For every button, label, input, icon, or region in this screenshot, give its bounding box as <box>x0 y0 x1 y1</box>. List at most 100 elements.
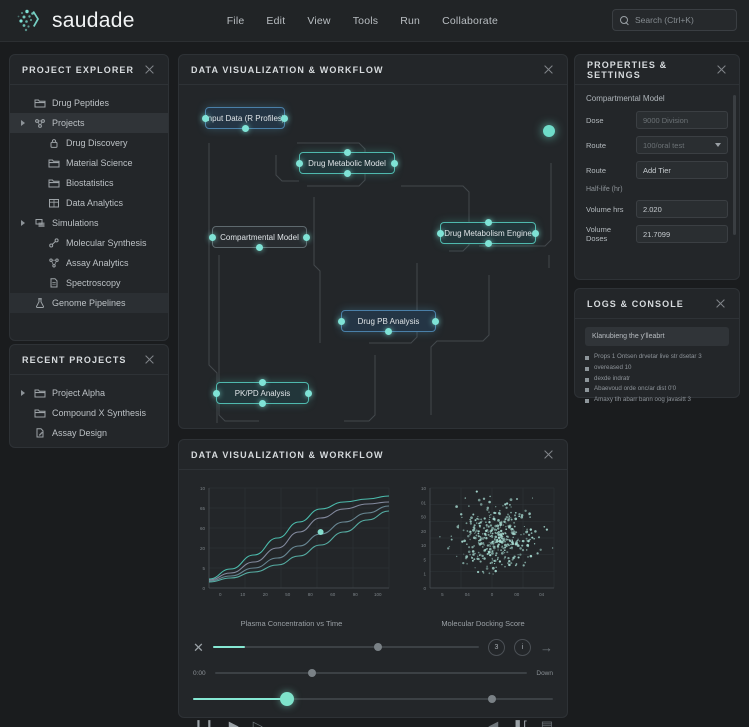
node-graph[interactable]: Input Data (R Profiles) Drug Metabolic Mo… <box>179 85 567 429</box>
property-input[interactable]: 2.020 <box>636 200 728 218</box>
progress-slider[interactable] <box>193 692 553 706</box>
node-port-left[interactable] <box>338 318 345 325</box>
layout-icon[interactable]: ▤ <box>540 717 553 727</box>
pause-icon[interactable]: ❙❙ <box>193 717 215 727</box>
property-input[interactable]: 9000 Division <box>636 111 728 129</box>
visualization-panel: DATA VISUALIZATION & WORKFLOW 0 5 20 60 65 10… <box>178 439 568 727</box>
explorer-tree-item[interactable]: Drug Peptides <box>10 93 168 113</box>
progress-row <box>193 686 553 712</box>
explorer-tree-item[interactable]: Assay Analytics <box>10 253 168 273</box>
x-axis-tick: 20 <box>263 592 269 597</box>
node-port-bottom[interactable] <box>484 240 492 247</box>
tree-item-label: Project Alpha <box>52 388 106 398</box>
prev-icon[interactable]: ◀ <box>488 717 499 727</box>
seek-slider[interactable] <box>214 669 528 677</box>
node-port-left[interactable] <box>213 390 220 397</box>
layers-icon <box>35 219 45 227</box>
search-input[interactable]: Search (Ctrl+K) <box>612 9 737 31</box>
workflow-node[interactable]: Drug Metabolism Engine <box>437 219 539 247</box>
node-port-right[interactable] <box>281 115 288 122</box>
play-outline-icon[interactable]: ▷ <box>252 717 263 727</box>
volume-knob[interactable] <box>373 643 382 651</box>
properties-header: PROPERTIES & SETTINGS <box>575 55 739 85</box>
workflow-node[interactable]: Drug PB Analysis <box>338 310 439 335</box>
menu-item-run[interactable]: Run <box>400 14 421 27</box>
node-port-left[interactable] <box>296 160 303 167</box>
workflow-node[interactable]: PK/PD Analysis <box>213 379 312 407</box>
node-port-bottom[interactable] <box>259 400 266 407</box>
property-label: Route <box>586 140 607 150</box>
node-port-right[interactable] <box>303 234 310 241</box>
arrow-right-icon[interactable]: → <box>540 639 553 655</box>
node-port-left[interactable] <box>209 234 216 241</box>
workflow-node[interactable]: Input Data (R Profiles) <box>202 107 288 132</box>
x-axis-tick: 100 <box>374 592 382 597</box>
expand-caret-icon[interactable] <box>20 119 28 127</box>
logs-body: Klanubieng the y'lleabrt Props 1 Ontsen … <box>575 319 739 415</box>
info-button[interactable]: i <box>514 638 531 656</box>
node-port-left[interactable] <box>437 230 444 237</box>
node-port-bottom[interactable] <box>343 170 351 177</box>
expand-caret-icon[interactable] <box>20 219 28 227</box>
recent-project-item[interactable]: Assay Design <box>10 423 168 443</box>
close-icon[interactable] <box>542 448 555 461</box>
explorer-tree-item[interactable]: Data Analytics <box>10 193 168 213</box>
recent-project-item[interactable]: Project Alpha <box>10 383 168 403</box>
progress-knob[interactable] <box>279 692 294 706</box>
explorer-tree-item[interactable]: Biostatistics <box>10 173 168 193</box>
node-port-top[interactable] <box>343 149 351 156</box>
folder-icon <box>34 99 46 108</box>
play-icon[interactable]: ▶ <box>228 717 239 727</box>
log-bullet-icon <box>585 356 589 360</box>
properties-scrollbar[interactable] <box>733 95 736 235</box>
menu-item-view[interactable]: View <box>307 14 331 27</box>
menu-item-tools[interactable]: Tools <box>352 14 379 27</box>
logs-filter-input[interactable]: Klanubieng the y'lleabrt <box>585 327 729 346</box>
explorer-tree-item[interactable]: Spectroscopy <box>10 273 168 293</box>
volume-slider[interactable] <box>212 643 479 651</box>
node-port-bottom[interactable] <box>385 328 392 335</box>
explorer-tree-item[interactable]: Material Science <box>10 153 168 173</box>
log-line: overeased 10 <box>585 364 729 372</box>
node-port-top[interactable] <box>484 219 492 226</box>
workflow-node[interactable]: Compartmental Model <box>209 226 310 251</box>
y-axis-tick: 0 <box>423 586 426 591</box>
shuffle-icon[interactable]: ✕ <box>193 639 204 655</box>
graph-terminal-node[interactable] <box>543 125 555 137</box>
node-port-right[interactable] <box>532 230 539 237</box>
line-series <box>208 495 390 580</box>
node-port-right[interactable] <box>305 390 312 397</box>
progress-secondary-knob[interactable] <box>487 695 496 703</box>
tree-item-label: Spectroscopy <box>66 278 121 288</box>
close-icon[interactable] <box>143 353 156 366</box>
menu-item-file[interactable]: File <box>226 14 245 27</box>
recent-project-item[interactable]: Compound X Synthesis <box>10 403 168 423</box>
close-icon[interactable] <box>715 63 727 76</box>
node-port-bottom[interactable] <box>256 244 263 251</box>
node-port-bottom[interactable] <box>241 125 249 132</box>
node-port-right[interactable] <box>432 318 439 325</box>
node-port-top[interactable] <box>259 379 266 386</box>
menu-item-edit[interactable]: Edit <box>266 14 286 27</box>
close-icon[interactable] <box>714 297 727 310</box>
expand-caret-icon[interactable] <box>20 389 28 397</box>
seek-knob[interactable] <box>307 669 316 677</box>
close-icon[interactable] <box>143 63 156 76</box>
property-select[interactable]: 100/oral test <box>636 136 728 154</box>
folder-icon <box>48 159 60 168</box>
explorer-tree-item[interactable]: Simulations <box>10 213 168 233</box>
property-input[interactable]: Add Tier <box>636 161 728 179</box>
split-icon[interactable]: ❚[ <box>512 717 527 727</box>
chart-marker[interactable] <box>317 529 324 535</box>
explorer-tree-item[interactable]: Genome Pipelines <box>10 293 168 313</box>
node-port-right[interactable] <box>391 160 398 167</box>
node-port-left[interactable] <box>202 115 209 122</box>
explorer-tree-item[interactable]: Molecular Synthesis <box>10 233 168 253</box>
workflow-node[interactable]: Drug Metabolic Model <box>296 149 398 177</box>
property-input[interactable]: 21.7099 <box>636 225 728 243</box>
menu-item-collaborate[interactable]: Collaborate <box>442 14 498 27</box>
explorer-tree-item[interactable]: Drug Discovery <box>10 133 168 153</box>
close-icon[interactable] <box>542 63 555 76</box>
explorer-tree-item[interactable]: Projects <box>10 113 168 133</box>
speed-button[interactable]: 3 <box>488 638 505 656</box>
